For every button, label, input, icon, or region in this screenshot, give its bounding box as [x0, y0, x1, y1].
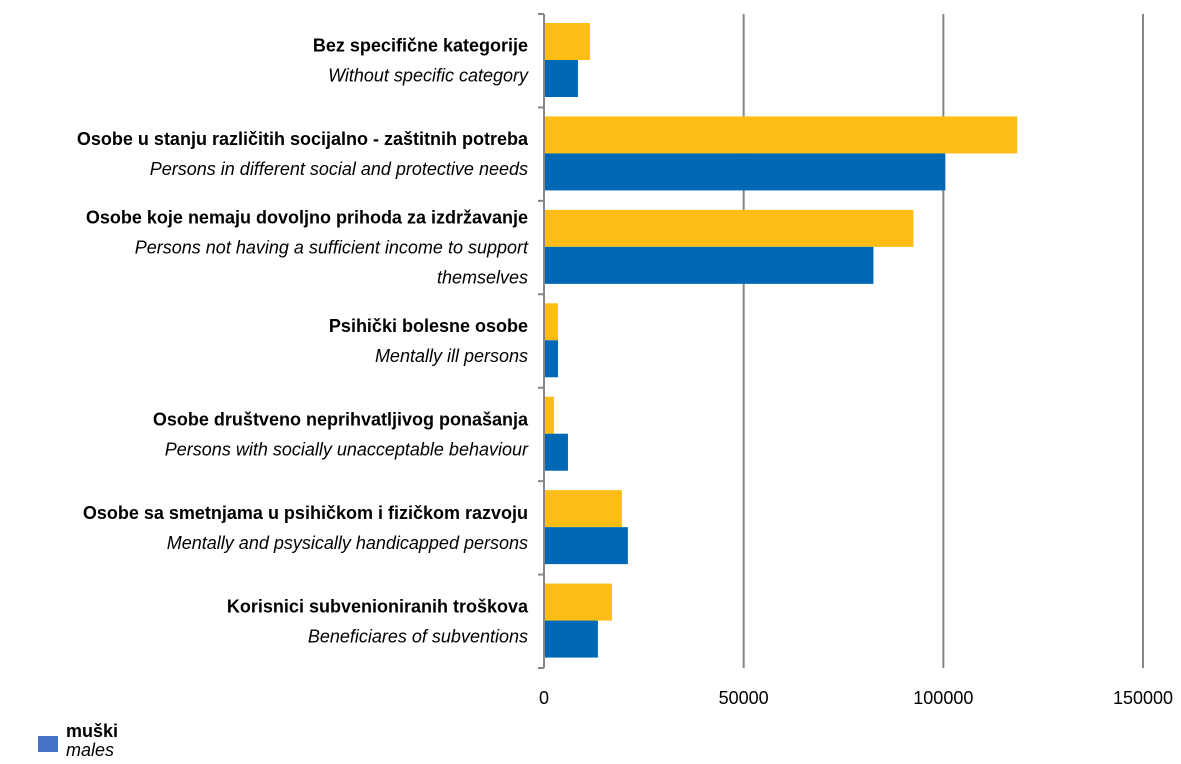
category-label-4: Osobe društveno neprihvatljivog ponašanj…: [153, 409, 529, 429]
bar-series0-cat5: [544, 490, 622, 528]
bar-series0-cat2: [544, 209, 914, 247]
bar-series0-cat6: [544, 583, 612, 621]
category-label-6: Korisnici subvenioniranih troškova: [227, 596, 529, 616]
category-label-2: Osobe koje nemaju dovoljno prihoda za iz…: [86, 208, 528, 228]
category-sublabel-2-2: themselves: [437, 268, 528, 288]
bar-series1-cat2: [544, 246, 874, 284]
bar-series0-cat3: [544, 303, 558, 341]
category-label-3: Psihički bolesne osobe: [329, 316, 528, 336]
category-sublabel-5: Mentally and psysically handicapped pers…: [167, 533, 528, 553]
legend-swatch-males: [38, 736, 58, 752]
x-tick-label-0: 0: [539, 688, 549, 708]
legend-label: muški males: [66, 722, 118, 760]
category-sublabel-2: Persons not having a sufficient income t…: [135, 238, 529, 258]
x-tick-label-1: 50000: [719, 688, 769, 708]
bar-series1-cat6: [544, 620, 598, 658]
x-tick-label-3: 150000: [1113, 688, 1173, 708]
bar-series0-cat0: [544, 23, 590, 60]
bar-series1-cat0: [544, 60, 578, 97]
category-label-5: Osobe sa smetnjama u psihičkom i fizičko…: [83, 503, 528, 523]
bar-series1-cat4: [544, 433, 568, 471]
legend-label-main: muški: [66, 721, 119, 741]
bar-series1-cat5: [544, 527, 628, 565]
bar-series1-cat3: [544, 340, 558, 378]
category-sublabel-0: Without specific category: [328, 66, 529, 86]
category-sublabel-1: Persons in different social and protecti…: [150, 159, 528, 179]
category-sublabel-3: Mentally ill persons: [375, 346, 528, 366]
bar-series1-cat1: [544, 153, 946, 191]
category-label-0: Bez specifične kategorije: [313, 36, 528, 56]
category-sublabel-6: Beneficiares of subventions: [308, 626, 528, 646]
legend-label-sub: males: [66, 740, 115, 760]
category-label-1: Osobe u stanju različitih socijalno - za…: [77, 129, 529, 149]
bar-series0-cat1: [544, 116, 1018, 154]
category-sublabel-4: Persons with socially unacceptable behav…: [165, 439, 529, 459]
bar-series0-cat4: [544, 396, 554, 434]
x-tick-label-2: 100000: [913, 688, 973, 708]
